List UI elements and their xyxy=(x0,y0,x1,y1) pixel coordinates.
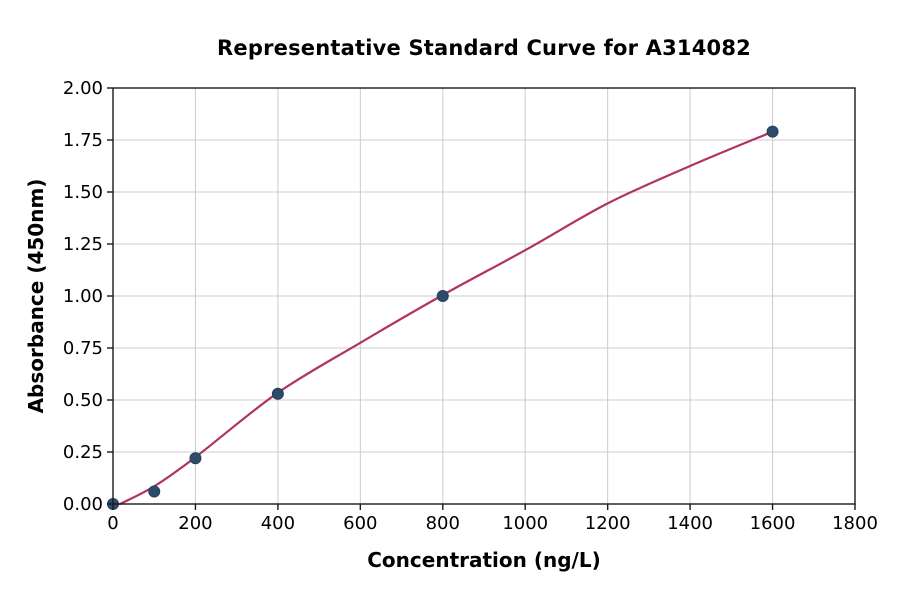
x-axis-tick-label: 800 xyxy=(426,513,460,534)
chart-title: Representative Standard Curve for A31408… xyxy=(217,36,751,60)
data-point xyxy=(436,290,449,302)
data-point xyxy=(148,485,161,498)
y-axis-tick-label: 0.50 xyxy=(63,390,103,411)
y-axis-tick-label: 0.75 xyxy=(63,338,103,359)
x-axis-tick-label: 1400 xyxy=(667,513,713,534)
x-axis-tick-label: 1200 xyxy=(585,513,631,534)
y-axis-tick-label: 1.75 xyxy=(63,130,103,151)
y-axis-tick-label: 1.25 xyxy=(63,234,103,255)
x-axis-tick-label: 600 xyxy=(343,513,377,534)
y-axis-tick-label: 0.25 xyxy=(63,442,103,463)
standard-curve-line xyxy=(118,130,774,506)
y-axis-tick-label: 2.00 xyxy=(63,78,103,99)
data-point xyxy=(766,125,779,138)
x-axis-tick-label: 400 xyxy=(261,513,295,534)
x-axis-tick-label: 1800 xyxy=(832,513,878,534)
x-axis-tick-label: 1600 xyxy=(750,513,796,534)
y-axis-label: Absorbance (450nm) xyxy=(24,178,48,414)
y-axis-tick-label: 1.00 xyxy=(63,286,103,307)
data-point xyxy=(189,452,202,465)
x-axis-tick-label: 200 xyxy=(178,513,212,534)
x-axis-label: Concentration (ng/L) xyxy=(367,548,601,572)
data-point xyxy=(271,387,284,400)
x-axis-tick-label: 0 xyxy=(107,513,118,534)
x-axis-tick-label: 1000 xyxy=(502,513,548,534)
y-axis-tick-label: 1.50 xyxy=(63,182,103,203)
y-axis-tick-label: 0.00 xyxy=(63,494,103,515)
